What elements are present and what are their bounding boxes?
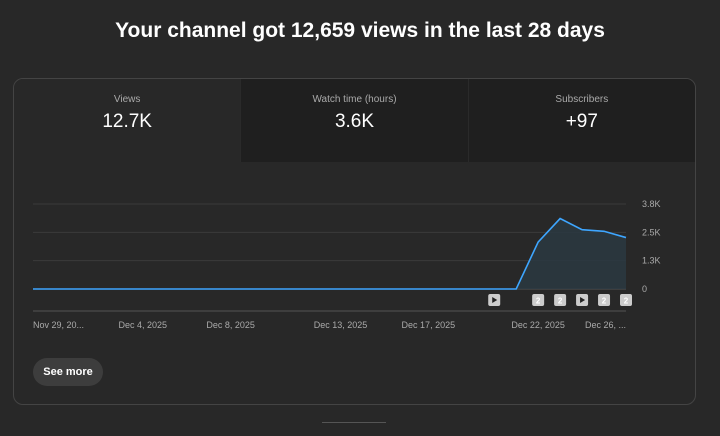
x-tick-label: Nov 29, 20...: [33, 320, 84, 330]
x-tick-label: Dec 13, 2025: [314, 320, 368, 330]
tab-value: +97: [565, 111, 598, 132]
x-tick-label: Dec 4, 2025: [119, 320, 168, 330]
number-badge-icon: 2: [558, 297, 563, 306]
tab-label: Subscribers: [555, 94, 609, 105]
see-more-button[interactable]: See more: [33, 358, 103, 386]
play-icon: [492, 297, 498, 303]
x-tick-label: Dec 26, ...: [585, 320, 626, 330]
tab-value: 3.6K: [334, 111, 375, 132]
number-badge-icon: 2: [602, 297, 607, 306]
tab-subscribers[interactable]: Subscribers +97: [467, 79, 695, 162]
tab-label: Views: [113, 94, 141, 105]
number-badge-icon: 2: [624, 297, 629, 306]
number-marker: [532, 294, 545, 306]
tab-label: Watch time (hours): [312, 94, 397, 105]
x-tick-label: Dec 22, 2025: [511, 320, 565, 330]
number-marker: [620, 294, 632, 306]
y-tick-label: 0: [642, 284, 647, 294]
play-icon: [580, 297, 586, 303]
tab-watch-time[interactable]: Watch time (hours) 3.6K: [240, 79, 468, 162]
tab-views[interactable]: Views 12.7K: [14, 79, 241, 162]
number-marker: [554, 294, 567, 306]
number-marker: [598, 294, 611, 306]
series-area: [33, 218, 626, 289]
y-tick-label: 1.3K: [642, 256, 661, 266]
y-tick-label: 3.8K: [642, 199, 661, 209]
x-tick-label: Dec 8, 2025: [206, 320, 255, 330]
page-title: Your channel got 12,659 views in the las…: [115, 19, 605, 42]
divider: [322, 422, 386, 423]
number-badge-icon: 2: [536, 297, 541, 306]
y-tick-label: 2.5K: [642, 227, 661, 237]
x-tick-label: Dec 17, 2025: [402, 320, 456, 330]
series-line: [33, 217, 627, 290]
metric-tabs: Views 12.7K Watch time (hours) 3.6K Subs…: [14, 79, 695, 162]
tab-value: 12.7K: [102, 111, 152, 132]
